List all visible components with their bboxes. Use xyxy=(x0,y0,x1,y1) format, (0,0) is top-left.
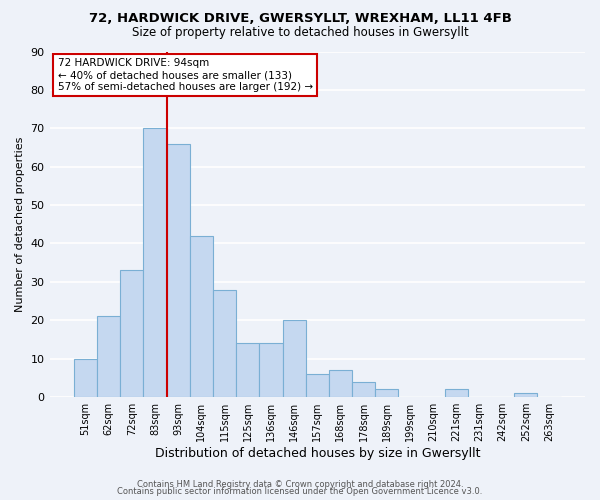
Bar xyxy=(352,382,375,397)
Bar xyxy=(236,344,259,397)
Bar xyxy=(74,358,97,397)
Bar xyxy=(190,236,213,397)
Text: 72 HARDWICK DRIVE: 94sqm
← 40% of detached houses are smaller (133)
57% of semi-: 72 HARDWICK DRIVE: 94sqm ← 40% of detach… xyxy=(58,58,313,92)
Bar xyxy=(97,316,120,397)
Text: Size of property relative to detached houses in Gwersyllt: Size of property relative to detached ho… xyxy=(131,26,469,39)
Bar xyxy=(120,270,143,397)
Bar xyxy=(305,374,329,397)
Bar xyxy=(167,144,190,397)
Bar xyxy=(514,393,538,397)
Y-axis label: Number of detached properties: Number of detached properties xyxy=(15,136,25,312)
X-axis label: Distribution of detached houses by size in Gwersyllt: Distribution of detached houses by size … xyxy=(155,447,480,460)
Bar xyxy=(213,290,236,397)
Bar xyxy=(445,390,468,397)
Bar xyxy=(143,128,167,397)
Bar xyxy=(283,320,305,397)
Text: Contains HM Land Registry data © Crown copyright and database right 2024.: Contains HM Land Registry data © Crown c… xyxy=(137,480,463,489)
Bar xyxy=(329,370,352,397)
Text: Contains public sector information licensed under the Open Government Licence v3: Contains public sector information licen… xyxy=(118,487,482,496)
Bar xyxy=(375,390,398,397)
Text: 72, HARDWICK DRIVE, GWERSYLLT, WREXHAM, LL11 4FB: 72, HARDWICK DRIVE, GWERSYLLT, WREXHAM, … xyxy=(89,12,511,26)
Bar xyxy=(259,344,283,397)
